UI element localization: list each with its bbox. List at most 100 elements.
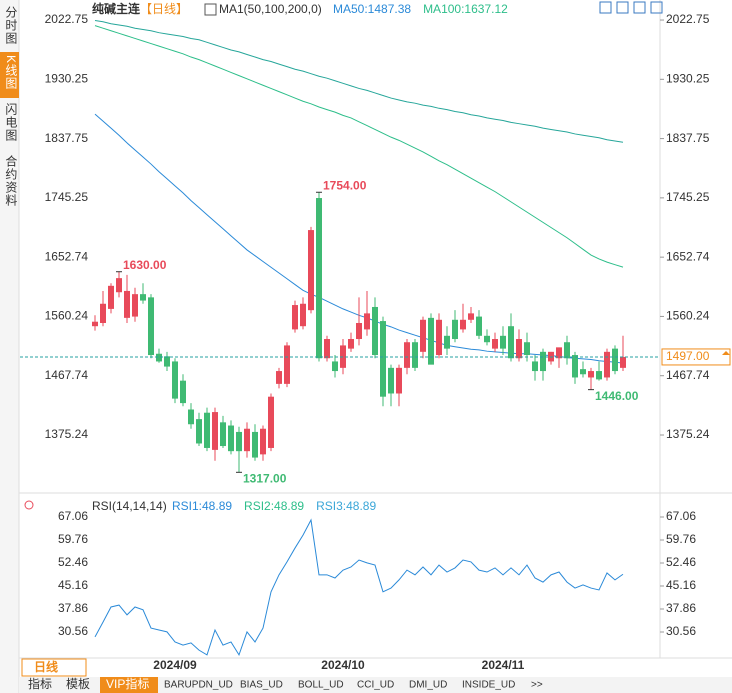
candle-body [476, 316, 482, 336]
candle-body [532, 361, 538, 372]
candle-body [500, 335, 506, 349]
candle-body [220, 422, 226, 447]
sidebar-tab[interactable]: 分时图 [4, 6, 18, 45]
y-tick-label: 1375.24 [666, 427, 710, 441]
tab[interactable]: CCI_UD [357, 680, 394, 691]
tab[interactable]: INSIDE_UD [462, 680, 515, 691]
y-tick-label: 1560.24 [666, 309, 710, 323]
legend-entry: MA50:1487.38 [333, 2, 411, 16]
candle-body [180, 380, 186, 404]
candle-body [100, 303, 106, 323]
candle-body [236, 431, 242, 452]
legend-entry: MA100:1637.12 [423, 2, 508, 16]
candle-body [108, 285, 114, 309]
candle-body [460, 319, 466, 330]
y-tick-label: 45.16 [58, 578, 88, 592]
y-tick-label: 1745.25 [666, 190, 710, 204]
candle-body [300, 303, 306, 327]
candle-body [276, 371, 282, 384]
line [94, 518, 624, 657]
tab[interactable]: BARUPDN_UD [164, 680, 233, 691]
tab[interactable]: >> [531, 680, 543, 691]
tab[interactable]: DMI_UD [409, 680, 447, 691]
legend-entry: RSI2:48.89 [244, 499, 304, 513]
period-button-label[interactable]: 日线 [34, 659, 58, 674]
candle-body [260, 428, 266, 455]
candle-body [252, 431, 258, 458]
y-tick-label: 1560.24 [45, 309, 89, 323]
annotation: 1446.00 [595, 389, 639, 403]
y-tick-label: 1930.25 [666, 71, 710, 85]
candle-body [516, 339, 522, 359]
candle-body [436, 319, 442, 356]
candle-body [92, 321, 98, 327]
y-tick-label: 30.56 [666, 624, 696, 638]
tab[interactable]: 指标 [28, 676, 52, 691]
y-tick-label: 1652.74 [666, 249, 710, 263]
sidebar-tab[interactable]: 闪电图 [4, 103, 18, 142]
last-price-arrow [722, 350, 730, 355]
y-tick-label: 1467.74 [666, 368, 710, 382]
y-tick-label: 1652.74 [45, 249, 89, 263]
candle-body [316, 198, 322, 359]
y-tick-label: 1930.25 [45, 71, 89, 85]
y-tick-label: 67.06 [666, 509, 696, 523]
sidebar [0, 0, 19, 693]
legend-entry: RSI1:48.89 [172, 499, 232, 513]
icon[interactable] [204, 3, 217, 16]
settings-icon[interactable] [24, 500, 34, 510]
icon[interactable] [650, 1, 663, 14]
candle-body [412, 342, 418, 368]
candle-body [372, 306, 378, 356]
candle-body [380, 321, 386, 397]
tab[interactable]: 模板 [66, 677, 90, 691]
y-tick-label: 37.86 [58, 601, 88, 615]
candle-body [124, 290, 130, 318]
candle-body [364, 313, 370, 330]
y-tick-label: 2022.75 [45, 12, 89, 26]
sidebar-tab[interactable]: K线图 [4, 55, 18, 90]
candle-body [428, 317, 434, 365]
candle-body [596, 371, 602, 380]
candle-body [308, 230, 314, 311]
candle-body [348, 339, 354, 349]
candle-body [540, 351, 546, 372]
y-tick-label: 1745.25 [45, 190, 89, 204]
candle-body [620, 356, 626, 368]
candle-body [524, 342, 530, 356]
candle-body [572, 355, 578, 378]
icon[interactable] [616, 1, 629, 14]
sidebar-tab[interactable]: 合约资料 [4, 154, 18, 207]
chart-title: 纯碱主连 [92, 1, 141, 16]
y-tick-label: 1837.75 [666, 131, 710, 145]
annotation: 1317.00 [243, 471, 287, 485]
candle-body [132, 294, 138, 317]
candle-body [508, 326, 514, 359]
indicator: MA1(50,100,200,0) [219, 2, 322, 16]
legend-entry: RSI3:48.89 [316, 499, 376, 513]
y-tick-label: 67.06 [58, 509, 88, 523]
annotation: 1754.00 [323, 178, 367, 192]
candle-body [612, 348, 618, 372]
active-tab-bg [100, 677, 158, 693]
y-tick-label: 52.46 [58, 555, 88, 569]
candle-body [580, 369, 586, 375]
tab[interactable]: VIP指标 [106, 676, 149, 691]
candle-body [156, 353, 162, 362]
candle-body [292, 305, 298, 330]
icon[interactable] [633, 1, 646, 14]
icon[interactable] [599, 1, 612, 14]
period-button[interactable] [21, 658, 87, 677]
candle-body [212, 412, 218, 450]
tab[interactable]: BIAS_UD [240, 680, 283, 691]
period[interactable]: 【日线】 [140, 2, 188, 16]
candle-body [228, 425, 234, 452]
active-tab-bg [0, 52, 19, 98]
annotation: 1630.00 [123, 258, 167, 272]
candle-body [396, 367, 402, 394]
tab[interactable]: BOLL_UD [298, 680, 344, 691]
candle-body [564, 342, 570, 359]
candle-body [164, 356, 170, 367]
candle-body [356, 322, 362, 340]
